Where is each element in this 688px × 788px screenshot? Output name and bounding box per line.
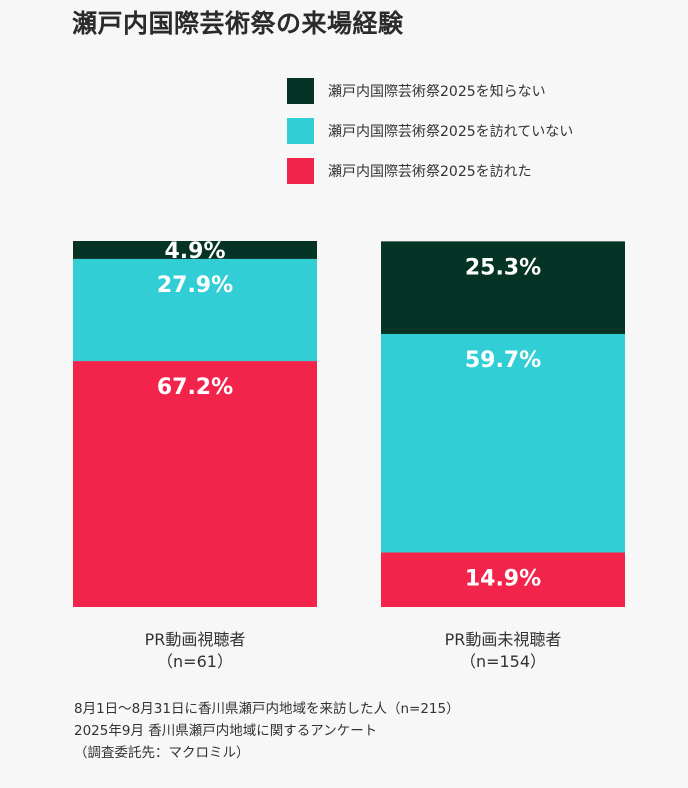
bar-segment bbox=[381, 333, 625, 553]
data-label: 14.9% bbox=[465, 566, 541, 591]
footnote-line-1: 8月1日〜8月31日に香川県瀬戸内地域を来訪した人（n=215） bbox=[74, 701, 460, 717]
legend: 瀬戸内国際芸術祭2025を知らない 瀬戸内国際芸術祭2025を訪れていない 瀬戸… bbox=[287, 78, 573, 198]
bar-segment bbox=[381, 241, 625, 334]
chart-title: 瀬戸内国際芸術祭の来場経験 bbox=[72, 9, 404, 38]
stacked-bar-chart: 67.2% 27.9% 4.9% PR動画視聴者 （n=61） 14.9% 59.7% 25.… bbox=[73, 239, 625, 671]
category-sample-size: （n=154） bbox=[460, 652, 546, 671]
data-label: 67.2% bbox=[157, 375, 233, 400]
legend-label-visited: 瀬戸内国際芸術祭2025を訪れた bbox=[328, 164, 532, 180]
bar-segment bbox=[381, 552, 625, 607]
legend-item-not-known: 瀬戸内国際芸術祭2025を知らない bbox=[287, 78, 573, 104]
category-label: PR動画未視聴者 bbox=[445, 630, 562, 649]
legend-swatch-not-known bbox=[287, 78, 314, 104]
legend-swatch-visited bbox=[287, 158, 314, 184]
legend-item-not-visited: 瀬戸内国際芸術祭2025を訪れていない bbox=[287, 118, 573, 144]
data-label: 59.7% bbox=[465, 348, 541, 373]
category-sample-size: （n=61） bbox=[157, 652, 233, 671]
footnote-line-3: （調査委託先：マクロミル） bbox=[74, 745, 250, 761]
bar-segment bbox=[73, 258, 317, 362]
legend-swatch-not-visited bbox=[287, 118, 314, 144]
footnote-line-2: 2025年9月 香川県瀬戸内地域に関するアンケート bbox=[74, 723, 378, 739]
data-label: 4.9% bbox=[164, 239, 225, 264]
footnote: 8月1日〜8月31日に香川県瀬戸内地域を来訪した人（n=215） 2025年9月… bbox=[74, 698, 460, 764]
data-label: 27.9% bbox=[157, 273, 233, 298]
legend-item-visited: 瀬戸内国際芸術祭2025を訪れた bbox=[287, 158, 573, 184]
bar-segment bbox=[73, 361, 317, 607]
bar-segment bbox=[73, 241, 317, 259]
legend-label-not-known: 瀬戸内国際芸術祭2025を知らない bbox=[328, 84, 546, 100]
legend-label-not-visited: 瀬戸内国際芸術祭2025を訪れていない bbox=[328, 124, 574, 140]
data-label: 25.3% bbox=[465, 255, 541, 280]
category-label: PR動画視聴者 bbox=[145, 630, 246, 649]
